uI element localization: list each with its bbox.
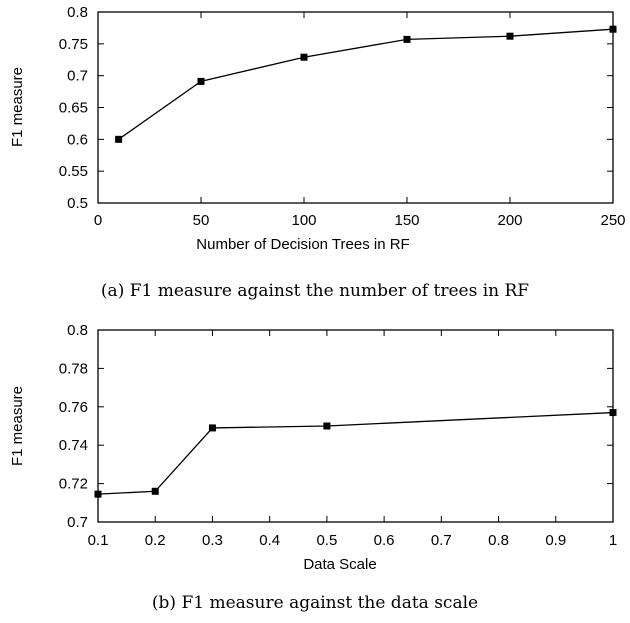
chart-a-data-point xyxy=(403,35,411,43)
chart-b-data-point xyxy=(208,424,216,432)
chart-a-data-point xyxy=(609,25,617,33)
chart-a-x-tick-label: 150 xyxy=(394,212,419,229)
chart-b-data-point xyxy=(323,422,331,430)
chart-b-x-tick-label: 0.4 xyxy=(259,532,280,549)
chart-b-y-axis-label: F1 measure xyxy=(9,386,26,466)
chart-b-x-tick-label: 0.8 xyxy=(488,532,509,549)
chart-a-x-tick-label: 0 xyxy=(94,212,102,229)
chart-b-x-tick-label: 1 xyxy=(609,532,617,549)
chart-a-data-point xyxy=(115,135,123,143)
chart-b-y-tick-label: 0.7 xyxy=(67,514,88,531)
chart-a-y-tick-label: 0.5 xyxy=(67,195,88,212)
chart-a: 0 50 100 150 200 2500.50.550.60.650.70.750.8 … xyxy=(9,4,626,301)
chart-a-x-tick-label: 50 xyxy=(193,212,210,229)
chart-b-x-tick-label: 0.6 xyxy=(374,532,395,549)
chart-a-plot-frame xyxy=(97,11,614,204)
chart-b-x-axis-label: Data Scale xyxy=(303,556,376,573)
chart-a-y-tick-label: 0.65 xyxy=(59,100,88,117)
chart-a-x-tick-label: 100 xyxy=(291,212,316,229)
chart-b-data-point xyxy=(609,409,617,417)
chart-a-data-point xyxy=(300,53,308,61)
chart-b-series-line xyxy=(97,411,614,495)
chart-b-x-tick-label: 0.7 xyxy=(431,532,452,549)
chart-b-y-tick-label: 0.72 xyxy=(59,476,88,493)
chart-a-y-tick-label: 0.8 xyxy=(67,4,88,21)
chart-a-x-axis-label: Number of Decision Trees in RF xyxy=(196,236,409,253)
chart-a-caption: (a) F1 measure against the number of tre… xyxy=(101,281,529,301)
chart-a-y-tick-label: 0.55 xyxy=(59,163,88,180)
chart-b-x-tick-label: 0.3 xyxy=(202,532,223,549)
chart-b-y-tick-label: 0.74 xyxy=(59,437,88,454)
chart-a-y-tick-label: 0.75 xyxy=(59,36,88,53)
chart-b-y-tick-label: 0.78 xyxy=(59,360,88,377)
chart-a-y-tick-label: 0.7 xyxy=(67,68,88,85)
chart-b-plot-frame xyxy=(97,329,614,523)
chart-a-y-tick-label: 0.6 xyxy=(67,131,88,148)
chart-b-caption: (b) F1 measure against the data scale xyxy=(152,593,478,613)
chart-a-data-point xyxy=(506,32,514,40)
chart-b-x-tick-label: 0.1 xyxy=(88,532,109,549)
chart-a-y-axis-label: F1 measure xyxy=(9,67,26,147)
chart-a-series-line xyxy=(118,28,614,140)
chart-b-x-tick-label: 0.9 xyxy=(545,532,566,549)
chart-b-data-point xyxy=(151,487,159,495)
chart-b-data-point xyxy=(94,490,102,498)
chart-a-x-tick-label: 250 xyxy=(600,212,625,229)
chart-b: 0.1 0.2 0.3 0.4 0.5 0.6 0.7 0.8 0.9 1 0.7 0.72 0.74 0… xyxy=(9,322,617,613)
chart-a-data-point xyxy=(197,77,205,85)
chart-b-y-tick-label: 0.8 xyxy=(67,322,88,339)
chart-b-x-tick-label: 0.2 xyxy=(145,532,166,549)
chart-b-x-tick-label: 0.5 xyxy=(316,532,337,549)
chart-b-y-tick-label: 0.76 xyxy=(59,399,88,416)
chart-a-x-tick-label: 200 xyxy=(497,212,522,229)
